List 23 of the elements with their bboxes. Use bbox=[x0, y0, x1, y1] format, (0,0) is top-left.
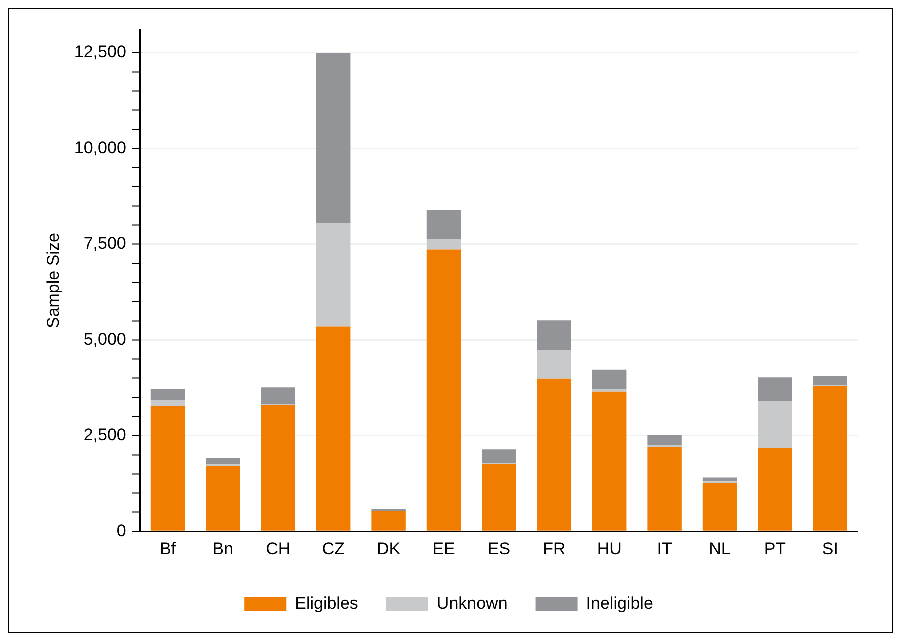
x-tick-label: CH bbox=[266, 539, 291, 558]
x-tick-label: IT bbox=[657, 539, 672, 558]
x-tick-label: ES bbox=[488, 539, 511, 558]
y-axis-title: Sample Size bbox=[44, 233, 63, 329]
legend-label: Ineligible bbox=[586, 594, 654, 614]
x-tick-label: Bf bbox=[160, 539, 176, 558]
y-tick-label: 10,000 bbox=[74, 138, 126, 158]
x-tick-label: NL bbox=[709, 539, 731, 558]
x-tick-label: SI bbox=[822, 539, 838, 558]
y-tick-label: 5,000 bbox=[84, 330, 126, 349]
x-tick-label: EE bbox=[432, 539, 456, 558]
x-tick-label: HU bbox=[597, 539, 622, 558]
x-tick-label: CZ bbox=[322, 539, 345, 558]
legend-label: Unknown bbox=[436, 594, 508, 614]
y-tick-label: 12,500 bbox=[74, 42, 126, 62]
x-tick-label: DK bbox=[376, 539, 402, 558]
x-tick-label: Bn bbox=[212, 539, 234, 558]
y-tick-label: 0 bbox=[116, 521, 126, 540]
x-tick-label: FR bbox=[543, 539, 566, 558]
x-tick-label: PT bbox=[764, 539, 786, 558]
y-tick-label: 2,500 bbox=[84, 426, 126, 445]
legend-label: Eligibles bbox=[295, 594, 358, 614]
y-tick-label: 7,500 bbox=[84, 234, 126, 254]
